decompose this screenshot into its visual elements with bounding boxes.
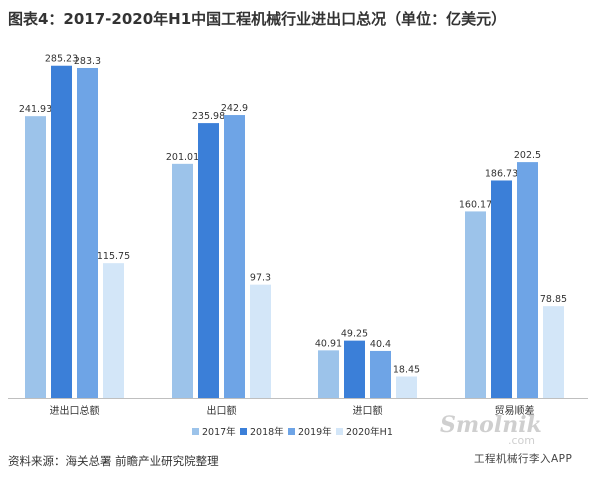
value-label: 201.01 <box>166 152 199 163</box>
bar-2020年H1-进出口总额 <box>103 263 124 398</box>
value-label: 115.75 <box>97 251 130 262</box>
value-label: 78.85 <box>540 294 567 305</box>
value-label: 283.3 <box>74 56 101 67</box>
category-label: 出口额 <box>207 404 237 417</box>
value-label: 285.23 <box>45 54 78 65</box>
bar-2018年-进出口总额 <box>51 65 72 399</box>
bar-2019年-出口额 <box>224 115 245 398</box>
bar-2020年H1-出口额 <box>250 284 271 398</box>
bars: 241.93 201.01 40.91 160.17 285.23 235.98 49.25… <box>19 54 567 399</box>
value-label: 202.5 <box>514 150 541 161</box>
bar-2017年-进口额 <box>318 350 339 398</box>
chart-title: 图表4：2017-2020年H1中国工程机械行业进出口总况（单位：亿美元） <box>8 10 507 28</box>
bar-2017年-出口额 <box>172 163 193 398</box>
legend-label: 2018年 <box>250 426 284 438</box>
legend-label: 2020年H1 <box>346 426 393 438</box>
bar-2019年-进出口总额 <box>77 67 98 399</box>
value-label: 186.73 <box>485 168 518 179</box>
legend-swatch <box>336 428 343 435</box>
value-label: 241.93 <box>19 104 52 115</box>
bar-2020年H1-进口额 <box>396 376 417 398</box>
legend-label: 2019年 <box>298 426 332 438</box>
value-label: 160.17 <box>459 199 492 210</box>
watermark-logo-sub: .com <box>508 434 535 447</box>
legend-label: 2017年 <box>202 426 236 438</box>
source-note: 资料来源：海关总署 前瞻产业研究院整理 <box>8 454 219 468</box>
category-label: 贸易顺差 <box>495 404 535 417</box>
value-label: 235.98 <box>192 111 225 122</box>
legend: 2017年 2018年 2019年 2020年H1 <box>192 426 393 438</box>
legend-swatch <box>240 428 247 435</box>
bar-2018年-贸易顺差 <box>491 180 512 398</box>
category-labels: 进出口总额 出口额 进口额 贸易顺差 <box>50 404 535 417</box>
value-label: 18.45 <box>393 365 420 376</box>
watermark-logo-text: Smolnik <box>440 412 542 438</box>
bar-2019年-进口额 <box>370 350 391 398</box>
legend-swatch <box>192 428 199 435</box>
bar-2018年-出口额 <box>198 123 219 398</box>
value-label: 242.9 <box>221 103 248 114</box>
legend-swatch <box>288 428 295 435</box>
bar-2017年-进出口总额 <box>25 116 46 398</box>
bar-2018年-进口额 <box>344 340 365 398</box>
category-label: 进口额 <box>353 404 383 417</box>
value-label: 49.25 <box>341 329 368 340</box>
bar-2019年-贸易顺差 <box>517 162 538 398</box>
value-label: 40.91 <box>315 338 342 349</box>
value-label: 97.3 <box>250 273 271 284</box>
category-label: 进出口总额 <box>50 404 100 417</box>
brand-watermark: 工程机械行李入APP <box>474 453 573 465</box>
bar-2020年H1-贸易顺差 <box>543 306 564 398</box>
watermark-logo: Smolnik .com <box>440 412 542 447</box>
value-label: 40.4 <box>370 339 391 350</box>
bar-2017年-贸易顺差 <box>465 211 486 398</box>
